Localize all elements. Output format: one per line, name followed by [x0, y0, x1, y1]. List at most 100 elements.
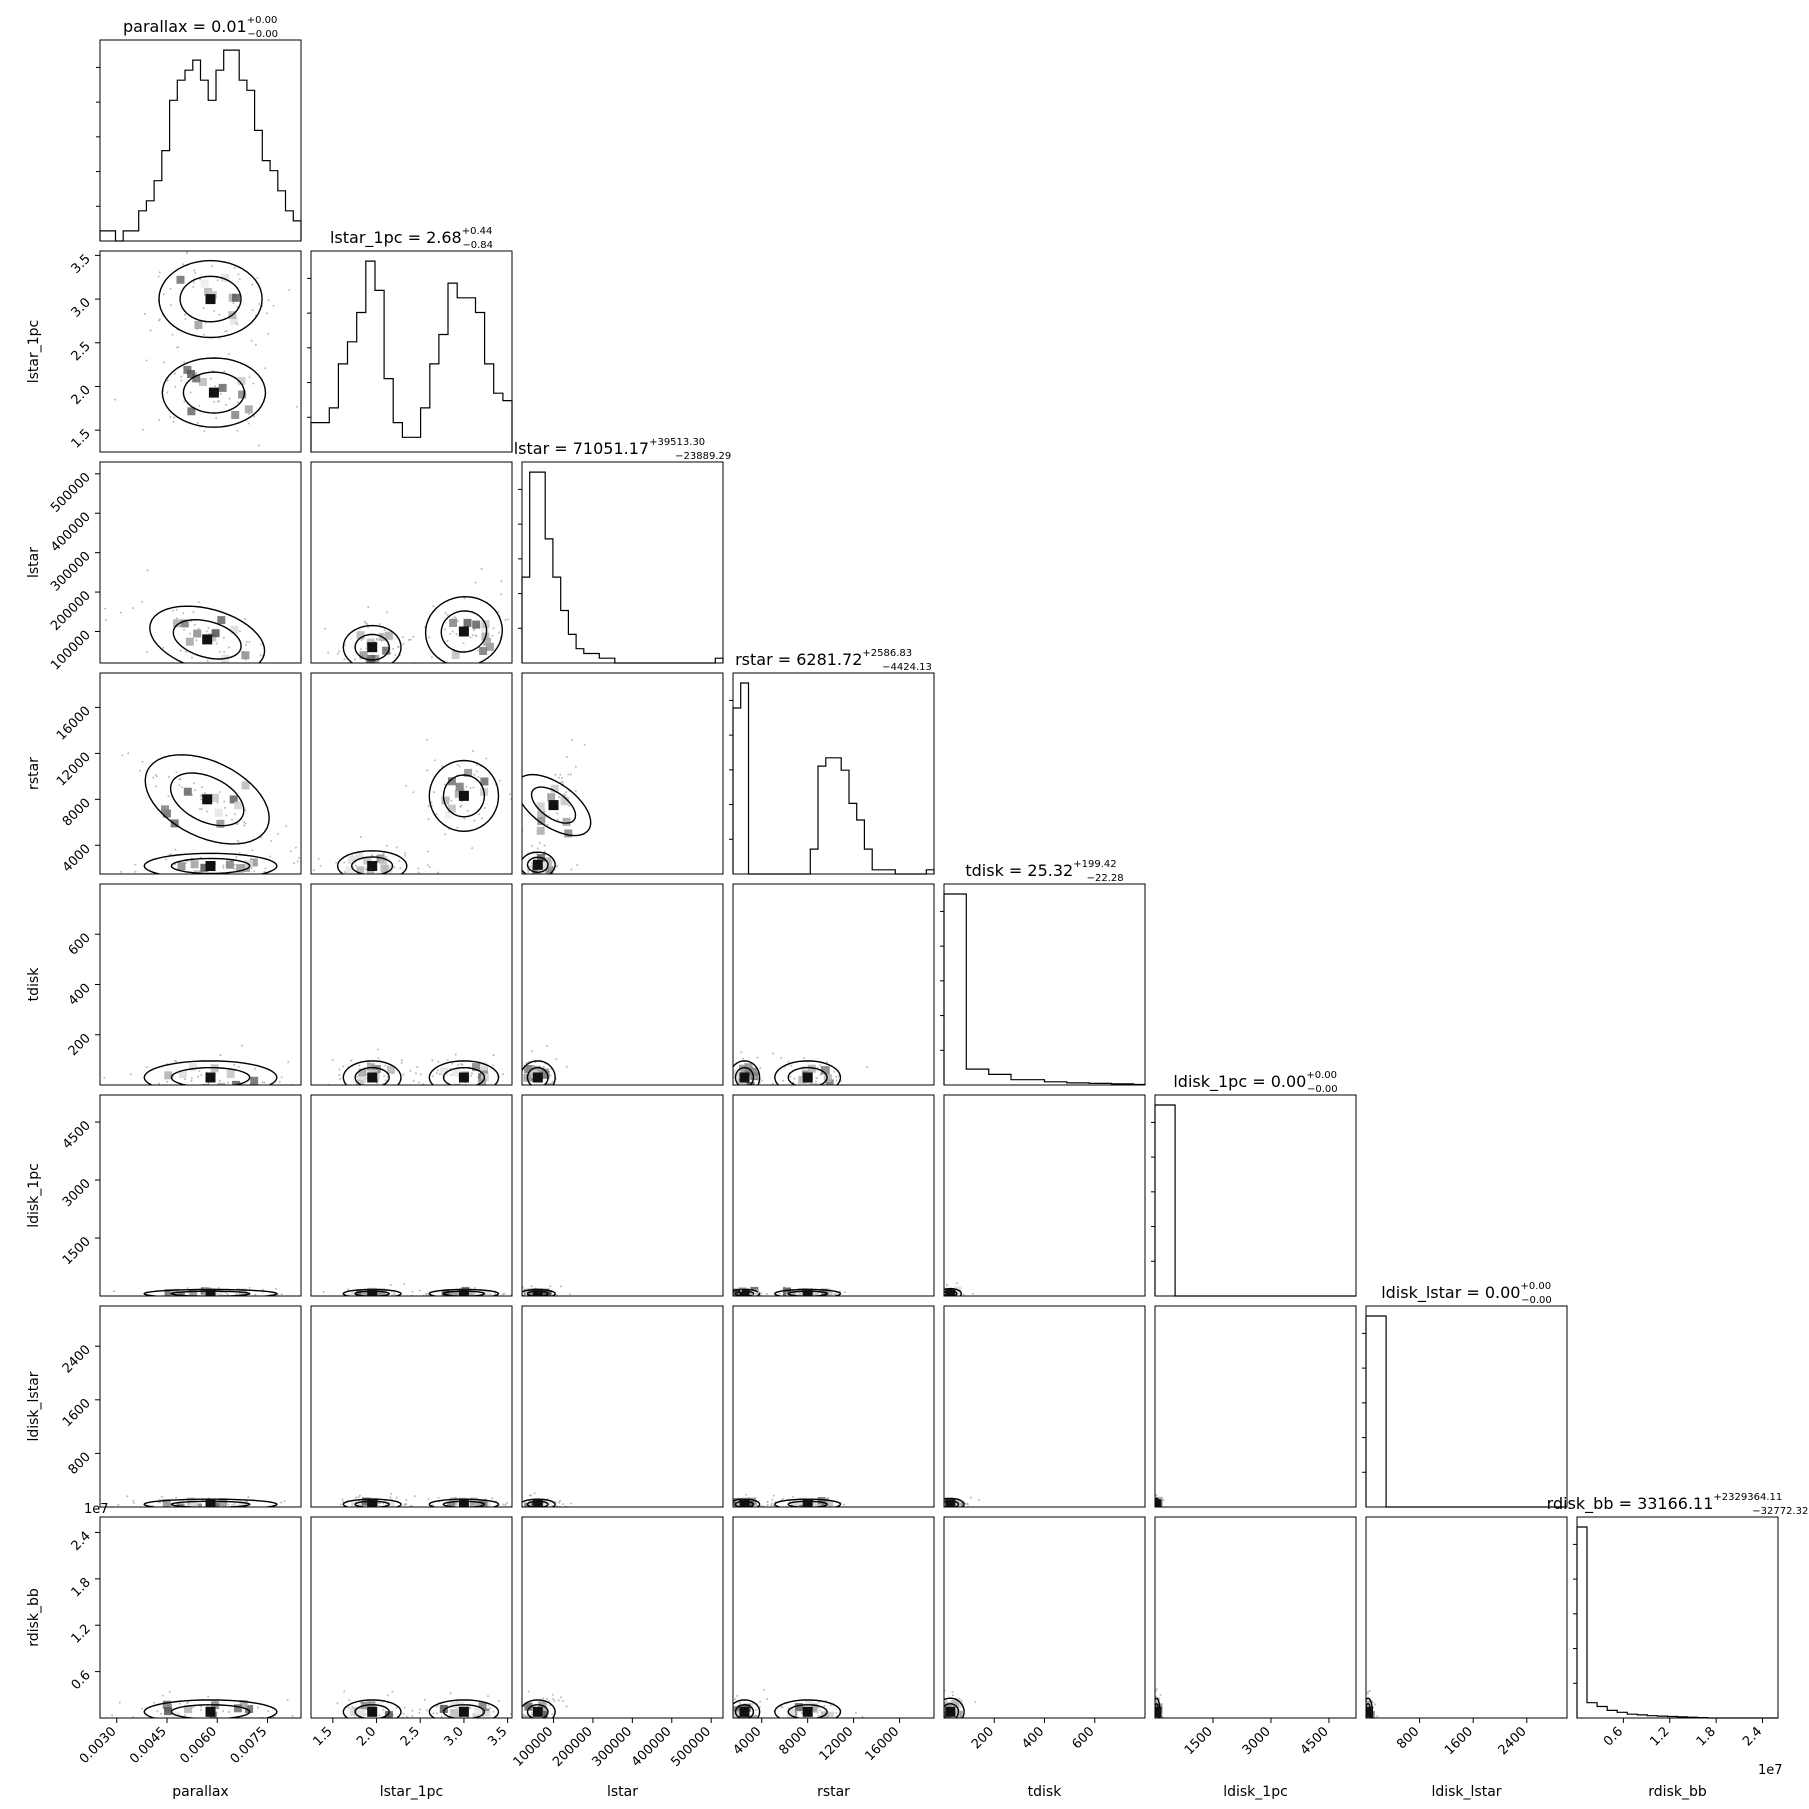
y-tick-label: 300000	[48, 549, 94, 595]
sample-point	[519, 1288, 521, 1290]
sample-point	[193, 269, 196, 272]
sample-point	[99, 1721, 101, 1723]
density-peak	[367, 1072, 378, 1083]
sample-point	[265, 1509, 267, 1511]
sample-point	[801, 1510, 803, 1512]
sample-point	[814, 1080, 817, 1083]
sample-point	[200, 798, 203, 801]
sample-point	[530, 1494, 533, 1497]
density-bin	[179, 1070, 187, 1078]
sample-point	[520, 847, 522, 849]
sample-point	[481, 1091, 483, 1093]
sample-point	[162, 646, 165, 649]
sample-point	[561, 781, 564, 783]
sample-point	[730, 1056, 732, 1058]
sample-point	[255, 1297, 257, 1299]
sample-point	[940, 1503, 942, 1505]
density-bin	[362, 1291, 371, 1296]
sample-point	[233, 1503, 236, 1506]
sample-point	[743, 1299, 745, 1301]
sample-point	[248, 376, 251, 379]
x-tick-label: 3.0	[442, 1724, 467, 1749]
sample-point	[546, 1298, 548, 1300]
sample-point	[172, 420, 175, 423]
sample-point	[256, 1098, 258, 1100]
density-bin	[737, 1081, 746, 1085]
sample-point	[104, 619, 107, 622]
sample-point	[525, 1510, 527, 1512]
density-bin	[454, 789, 463, 798]
sample-point	[426, 864, 429, 867]
sample-point	[349, 1102, 351, 1104]
sample-point	[1154, 1721, 1156, 1723]
panel-frame	[310, 672, 513, 875]
sample-point	[476, 649, 479, 652]
sample-point	[385, 611, 388, 614]
density-bin	[356, 866, 365, 874]
sample-point	[141, 600, 144, 603]
density-bin	[821, 1066, 830, 1075]
sample-point	[815, 1296, 817, 1298]
y-tick-label: 600	[66, 930, 94, 958]
density-bin	[444, 810, 453, 819]
sample-point	[725, 1087, 727, 1089]
sample-point	[1160, 1511, 1162, 1513]
sample-point	[781, 1706, 784, 1709]
sample-point	[771, 1052, 774, 1055]
sample-point	[218, 337, 221, 340]
sample-point	[474, 581, 477, 584]
panel-frame	[521, 1516, 724, 1719]
sample-point	[348, 1699, 351, 1701]
density-bin	[825, 1079, 834, 1085]
sample-point	[570, 1502, 573, 1505]
sample-point	[427, 1498, 430, 1501]
sample-point	[173, 1509, 175, 1511]
sample-point	[190, 1079, 193, 1082]
sample-point	[183, 361, 186, 364]
sample-point	[1153, 1501, 1155, 1503]
density-bin	[561, 796, 570, 805]
sample-point	[978, 1499, 980, 1502]
sample-point	[942, 1704, 944, 1706]
sample-point	[159, 1721, 161, 1723]
sample-point	[937, 1501, 939, 1503]
sample-point	[839, 1290, 841, 1293]
sample-point	[819, 1064, 822, 1067]
sample-point	[816, 1509, 818, 1511]
sample-point	[253, 870, 256, 873]
sample-point	[285, 825, 288, 828]
sample-point	[239, 1085, 241, 1087]
sample-point	[318, 868, 320, 870]
sample-point	[291, 1714, 294, 1717]
sample-point	[512, 1298, 514, 1300]
sample-point	[251, 309, 254, 312]
sample-point	[781, 1498, 784, 1500]
sample-point	[554, 773, 557, 776]
sample-point	[418, 1711, 421, 1714]
sample-point	[522, 1713, 525, 1716]
sample-point	[945, 1284, 948, 1287]
panel-tdisk-vs-rstar	[725, 1051, 869, 1089]
x-axis-label-rdisk_bb: rdisk_bb	[1648, 1784, 1707, 1800]
sample-point	[393, 866, 396, 869]
sample-point	[216, 279, 219, 282]
density-bin	[180, 619, 189, 628]
sample-point	[789, 1508, 791, 1510]
sample-point	[833, 1070, 836, 1073]
density-bin	[545, 865, 554, 874]
sample-point	[529, 890, 531, 892]
sample-point	[228, 1297, 230, 1299]
density-bin	[950, 1700, 959, 1709]
sample-point	[490, 1298, 492, 1300]
sample-point	[516, 865, 518, 867]
sample-point	[338, 650, 340, 653]
sample-point	[204, 792, 206, 795]
sample-point	[546, 1698, 548, 1701]
sample-point	[148, 454, 150, 456]
sample-point	[500, 1509, 502, 1511]
x-tick-label: 600	[1069, 1724, 1097, 1752]
panel-frame	[732, 1305, 935, 1508]
sample-point	[251, 849, 254, 852]
sample-point	[420, 1073, 422, 1076]
density-bin	[347, 856, 356, 865]
